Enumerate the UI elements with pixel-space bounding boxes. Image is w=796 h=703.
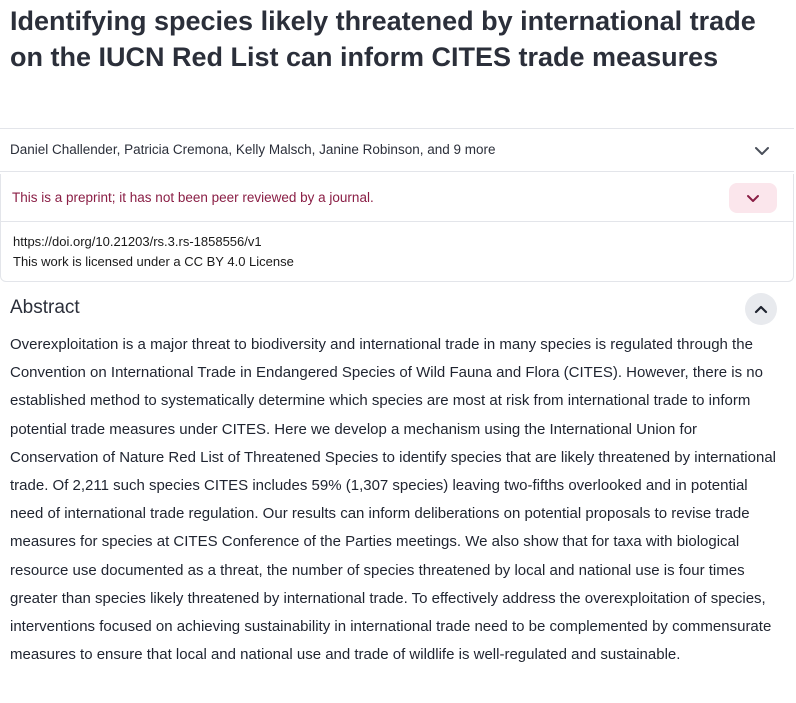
doi-link[interactable]: https://doi.org/10.21203/rs.3.rs-1858556… bbox=[13, 234, 262, 249]
chevron-down-icon bbox=[755, 147, 769, 155]
abstract-body: Overexploitation is a major threat to bi… bbox=[10, 336, 777, 664]
authors-list: Daniel Challender, Patricia Cremona, Kel… bbox=[10, 142, 496, 157]
authors-expand-button[interactable] bbox=[746, 135, 778, 167]
license-text: This work is licensed under a CC BY 4.0 … bbox=[13, 254, 294, 269]
article-title: Identifying species likely threatened by… bbox=[10, 6, 756, 72]
chevron-up-icon bbox=[754, 305, 768, 313]
chevron-down-icon bbox=[747, 194, 759, 202]
abstract-collapse-button[interactable] bbox=[745, 293, 777, 325]
abstract-heading: Abstract bbox=[10, 297, 80, 318]
preprint-notice: This is a preprint; it has not been peer… bbox=[12, 190, 374, 205]
authors-row[interactable]: Daniel Challender, Patricia Cremona, Kel… bbox=[0, 128, 794, 172]
preprint-info-box: This is a preprint; it has not been peer… bbox=[0, 174, 794, 282]
preprint-expand-button[interactable] bbox=[729, 183, 777, 213]
preprint-row[interactable]: This is a preprint; it has not been peer… bbox=[1, 174, 793, 222]
